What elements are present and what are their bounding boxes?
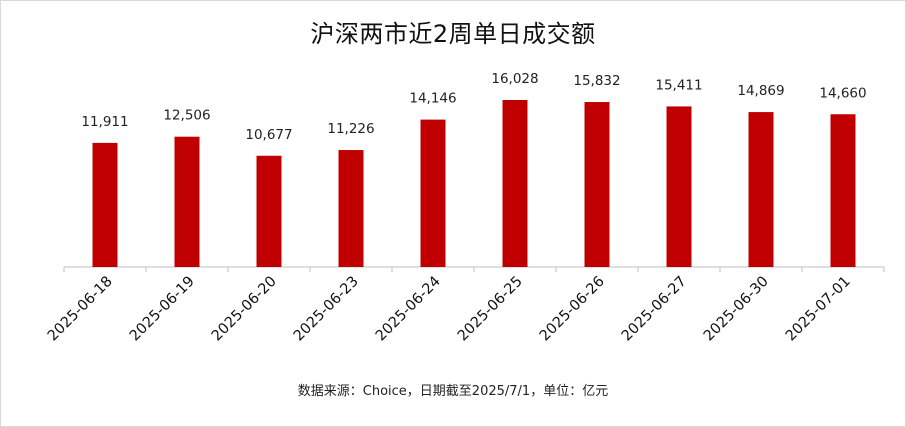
data-label-2025-06-27: 15,411 [655,77,702,93]
data-label-2025-06-24: 14,146 [409,91,456,107]
bar-2025-07-01 [830,114,856,267]
data-label-2025-06-30: 14,869 [737,83,784,99]
x-tick-label-2025-07-01: 2025-07-01 [783,274,854,345]
x-tick-label-2025-06-27: 2025-06-27 [619,274,690,345]
data-label-2025-06-18: 11,911 [81,114,128,130]
bar-2025-06-23 [338,150,364,267]
x-tick-label-2025-06-20: 2025-06-20 [209,274,280,345]
bar-2025-06-26 [584,102,610,267]
bar-2025-06-18 [92,142,118,267]
x-tick-label-2025-06-24: 2025-06-24 [373,274,444,345]
bar-2025-06-25 [502,100,528,267]
data-label-2025-06-25: 16,028 [491,71,538,87]
x-tick-label-2025-06-26: 2025-06-26 [537,274,608,345]
x-tick-label-2025-06-25: 2025-06-25 [455,274,526,345]
data-label-2025-06-20: 10,677 [245,127,292,143]
x-tick-label-2025-06-30: 2025-06-30 [701,274,772,345]
bar-2025-06-24 [420,119,446,267]
bar-2025-06-19 [174,136,200,267]
data-label-2025-06-19: 12,506 [163,108,210,124]
bar-2025-06-30 [748,112,774,267]
source-note: 数据来源：Choice，日期截至2025/7/1，单位：亿元 [297,384,609,399]
x-tick-label-2025-06-23: 2025-06-23 [291,274,362,345]
x-tick-label-2025-06-19: 2025-06-19 [127,274,198,345]
data-label-2025-07-01: 14,660 [819,85,866,101]
bar-2025-06-20 [256,155,282,267]
bar-2025-06-27 [666,106,692,268]
chart-title: 沪深两市近2周单日成交额 [310,20,596,48]
x-tick-label-2025-06-18: 2025-06-18 [45,274,116,345]
data-label-2025-06-23: 11,226 [327,121,374,137]
data-label-2025-06-26: 15,832 [573,73,620,89]
